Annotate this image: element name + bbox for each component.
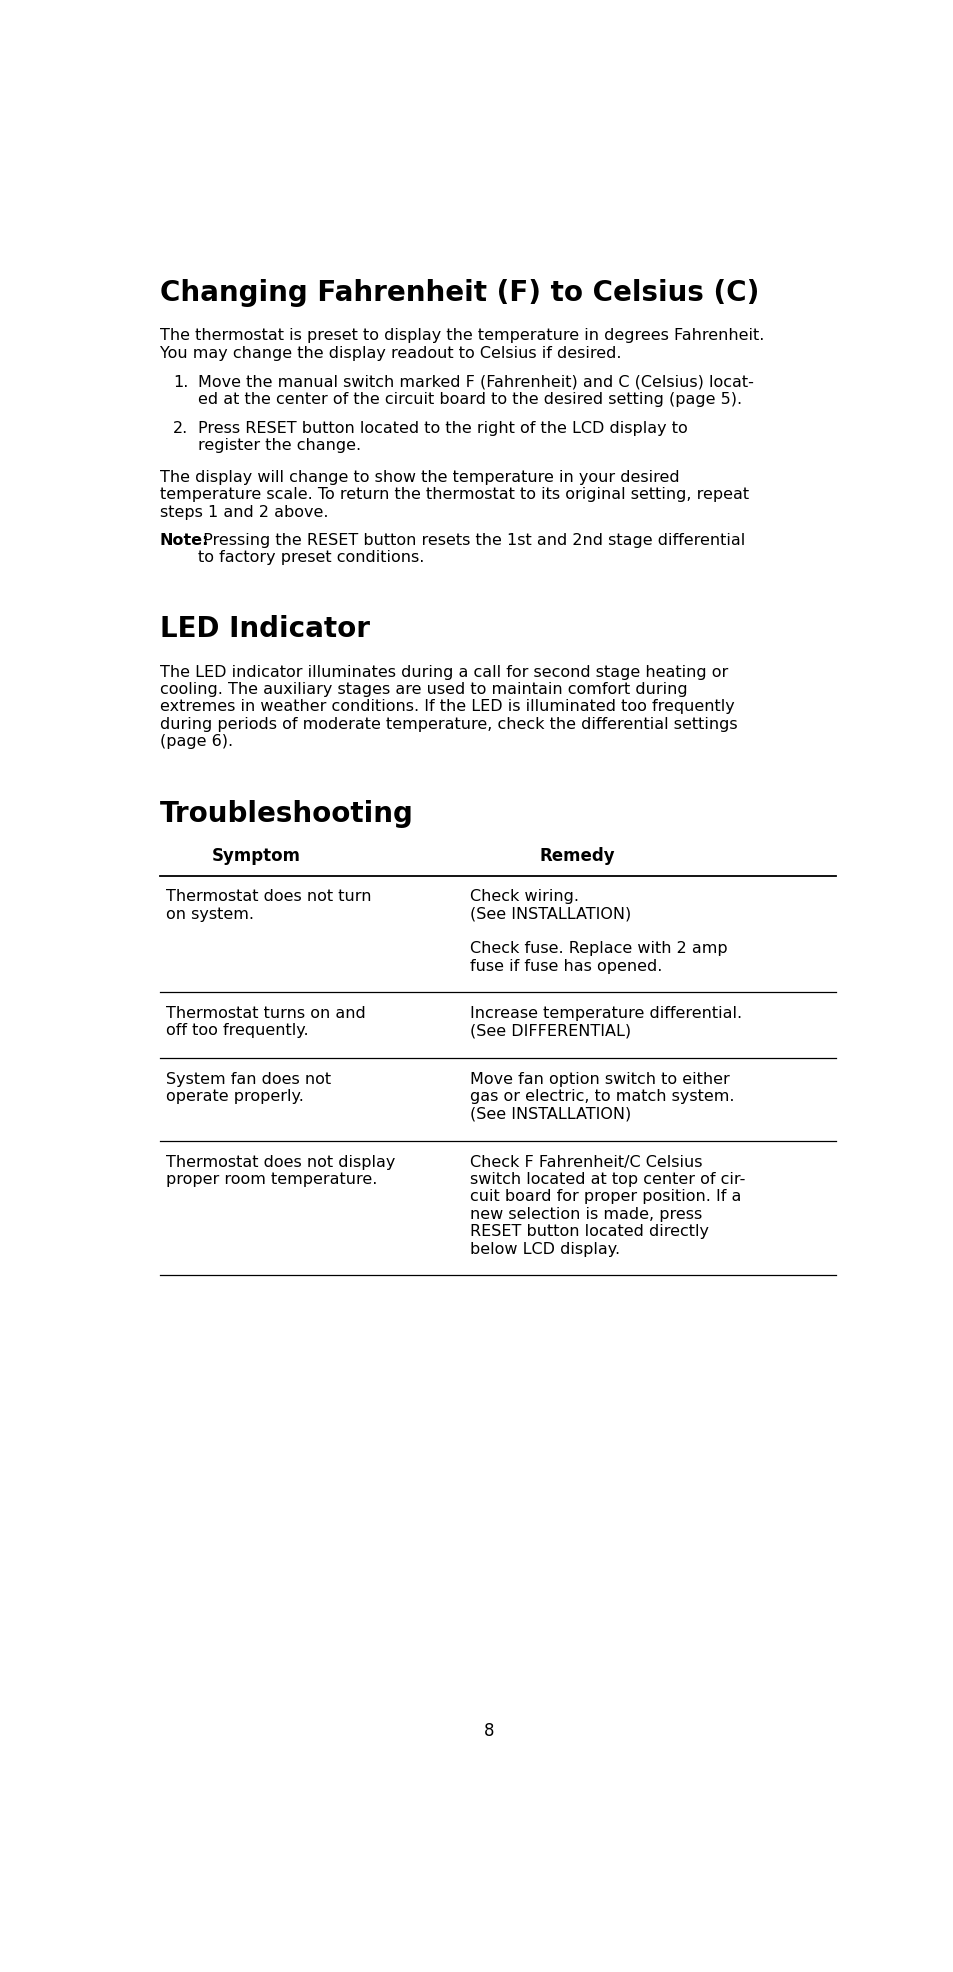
Text: 1.: 1. [173, 375, 189, 390]
Text: Pressing the RESET button resets the 1st and 2nd stage differential
to factory p: Pressing the RESET button resets the 1st… [198, 532, 744, 566]
Text: System fan does not
operate properly.: System fan does not operate properly. [166, 1073, 331, 1104]
Text: Thermostat turns on and
off too frequently.: Thermostat turns on and off too frequent… [166, 1006, 365, 1039]
Text: Symptom: Symptom [212, 848, 300, 866]
Text: Check F Fahrenheit/C Celsius
switch located at top center of cir-
cuit board for: Check F Fahrenheit/C Celsius switch loca… [470, 1156, 745, 1256]
Text: 8: 8 [483, 1722, 494, 1739]
Text: Check wiring.
(See INSTALLATION)

Check fuse. Replace with 2 amp
fuse if fuse ha: Check wiring. (See INSTALLATION) Check f… [470, 889, 727, 974]
Text: Thermostat does not turn
on system.: Thermostat does not turn on system. [166, 889, 371, 921]
Text: LED Indicator: LED Indicator [160, 615, 370, 643]
Text: Move fan option switch to either
gas or electric, to match system.
(See INSTALLA: Move fan option switch to either gas or … [470, 1073, 734, 1122]
Text: Remedy: Remedy [539, 848, 615, 866]
Text: The thermostat is preset to display the temperature in degrees Fahrenheit.
You m: The thermostat is preset to display the … [160, 329, 763, 361]
Text: Changing Fahrenheit (F) to Celsius (C): Changing Fahrenheit (F) to Celsius (C) [160, 280, 759, 308]
Text: The LED indicator illuminates during a call for second stage heating or
cooling.: The LED indicator illuminates during a c… [160, 665, 737, 749]
Text: 2.: 2. [173, 420, 189, 436]
Text: Troubleshooting: Troubleshooting [160, 799, 414, 828]
Text: Increase temperature differential.
(See DIFFERENTIAL): Increase temperature differential. (See … [470, 1006, 741, 1039]
Text: Thermostat does not display
proper room temperature.: Thermostat does not display proper room … [166, 1156, 395, 1187]
Text: Move the manual switch marked F (Fahrenheit) and C (Celsius) locat-
ed at the ce: Move the manual switch marked F (Fahrenh… [198, 375, 754, 406]
Text: Press RESET button located to the right of the LCD display to
register the chang: Press RESET button located to the right … [198, 420, 687, 454]
Text: The display will change to show the temperature in your desired
temperature scal: The display will change to show the temp… [160, 469, 748, 519]
Text: Note:: Note: [160, 532, 210, 548]
